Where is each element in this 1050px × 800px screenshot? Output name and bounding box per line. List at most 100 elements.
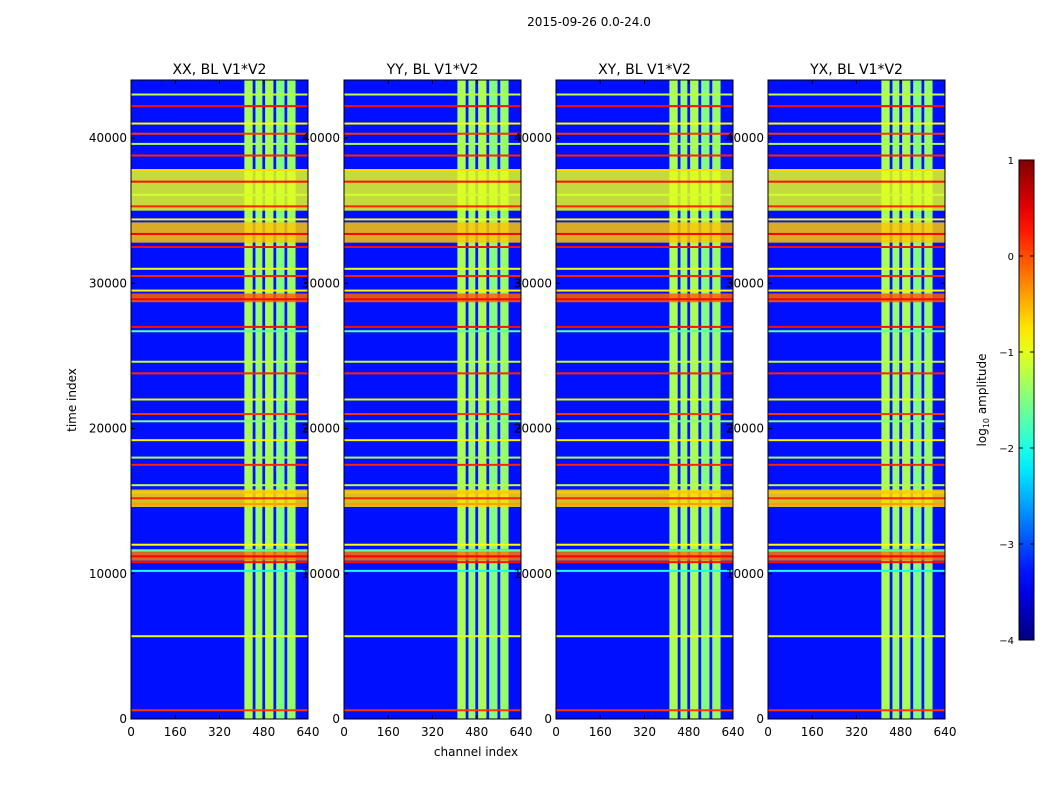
flagged-row: [131, 549, 308, 552]
flagged-row: [768, 398, 945, 401]
flagged-row: [344, 122, 521, 125]
flagged-row: [131, 218, 308, 221]
flagged-row: [556, 491, 733, 494]
flagged-block: [131, 293, 308, 303]
flagged-row: [768, 132, 945, 135]
flagged-row: [768, 439, 945, 442]
panels-layer: XX, BL V1*V2 0 160 320 480 640 0 10000 20000 3000…: [89, 62, 957, 739]
flagged-block: [556, 170, 733, 211]
panel-title: YX, BL V1*V2: [809, 62, 903, 78]
flagged-row: [131, 497, 308, 500]
flagged-row: [131, 420, 308, 423]
panel-3: XY, BL V1*V2 0 160 320 480 640 0 10000 20000 3000…: [514, 62, 745, 739]
colorbar-label-suffix: amplitude: [975, 354, 989, 418]
flagged-row: [768, 555, 945, 558]
colorbar: −4 −3 −2 −1 0 1: [999, 156, 1035, 647]
flagged-row: [131, 93, 308, 96]
colorbar-tick-label: 0: [1008, 252, 1014, 263]
panel-1: XX, BL V1*V2 0 160 320 480 640 0 10000 20000 3000…: [89, 62, 320, 739]
y-tick-label: 40000: [302, 131, 340, 145]
y-tick-label: 20000: [89, 422, 127, 436]
flagged-block: [768, 293, 945, 303]
flagged-row: [768, 122, 945, 125]
flagged-row: [131, 298, 308, 301]
flagged-row: [556, 132, 733, 135]
flagged-block: [768, 170, 945, 211]
colorbar-tick-label: 1: [1008, 156, 1014, 167]
flagged-row: [768, 330, 945, 333]
flagged-row: [768, 325, 945, 328]
flagged-row: [768, 218, 945, 221]
flagged-row: [556, 503, 733, 506]
flagged-row: [768, 569, 945, 572]
flagged-row: [131, 325, 308, 328]
x-tick-label: 320: [208, 725, 231, 739]
flagged-row: [768, 484, 945, 487]
flagged-row: [344, 169, 521, 172]
flagged-row: [344, 267, 521, 270]
flagged-row: [131, 456, 308, 459]
flagged-row: [131, 169, 308, 172]
y-tick-label: 10000: [514, 567, 552, 581]
flagged-row: [768, 413, 945, 416]
flagged-row: [131, 232, 308, 235]
y-tick-label: 30000: [89, 276, 127, 290]
flagged-row: [556, 232, 733, 235]
flagged-block: [131, 170, 308, 211]
flagged-row: [344, 635, 521, 638]
flagged-row: [131, 555, 308, 558]
flagged-row: [556, 549, 733, 552]
figure-title: 2015-09-26 0.0-24.0: [527, 15, 651, 29]
flagged-row: [344, 439, 521, 442]
flagged-row: [131, 439, 308, 442]
colorbar-gradient: [1019, 160, 1034, 640]
flagged-row: [344, 503, 521, 506]
y-tick-label: 30000: [302, 276, 340, 290]
flagged-block: [556, 222, 733, 243]
flagged-row: [556, 142, 733, 145]
flagged-row: [131, 193, 308, 196]
x-tick-label: 0: [552, 725, 560, 739]
flagged-block: [344, 222, 521, 243]
flagged-row: [556, 709, 733, 712]
flagged-row: [344, 132, 521, 135]
x-tick-label: 640: [722, 725, 745, 739]
flagged-row: [131, 635, 308, 638]
flagged-row: [556, 497, 733, 500]
flagged-row: [131, 413, 308, 416]
flagged-row: [131, 491, 308, 494]
x-tick-label: 480: [465, 725, 488, 739]
x-tick-label: 0: [127, 725, 135, 739]
colorbar-label-sub: 10: [982, 418, 991, 428]
y-tick-label: 0: [119, 712, 127, 726]
flagged-row: [556, 193, 733, 196]
x-tick-label: 640: [934, 725, 957, 739]
flagged-row: [131, 122, 308, 125]
colorbar-frame: [1018, 159, 1035, 641]
panel-title: XX, BL V1*V2: [173, 62, 267, 78]
flagged-row: [556, 569, 733, 572]
flagged-row: [344, 456, 521, 459]
panel-4: YX, BL V1*V2 0 160 320 480 640 0 10000 20000 3000…: [726, 62, 957, 739]
flagged-row: [556, 635, 733, 638]
flagged-row: [768, 142, 945, 145]
flagged-block: [556, 293, 733, 303]
flagged-row: [556, 122, 733, 125]
flagged-row: [344, 289, 521, 292]
flagged-row: [131, 330, 308, 333]
flagged-row: [768, 298, 945, 301]
x-tick-label: 0: [340, 725, 348, 739]
flagged-block: [344, 549, 521, 561]
flagged-row: [556, 246, 733, 249]
flagged-block: [131, 222, 308, 243]
colorbar-label: log10 amplitude: [975, 354, 991, 447]
flagged-row: [768, 372, 945, 375]
flagged-row: [768, 360, 945, 363]
flagged-row: [768, 456, 945, 459]
flagged-row: [344, 218, 521, 221]
flagged-row: [556, 484, 733, 487]
flagged-row: [131, 180, 308, 183]
flagged-row: [556, 267, 733, 270]
flagged-row: [344, 205, 521, 208]
flagged-row: [131, 372, 308, 375]
